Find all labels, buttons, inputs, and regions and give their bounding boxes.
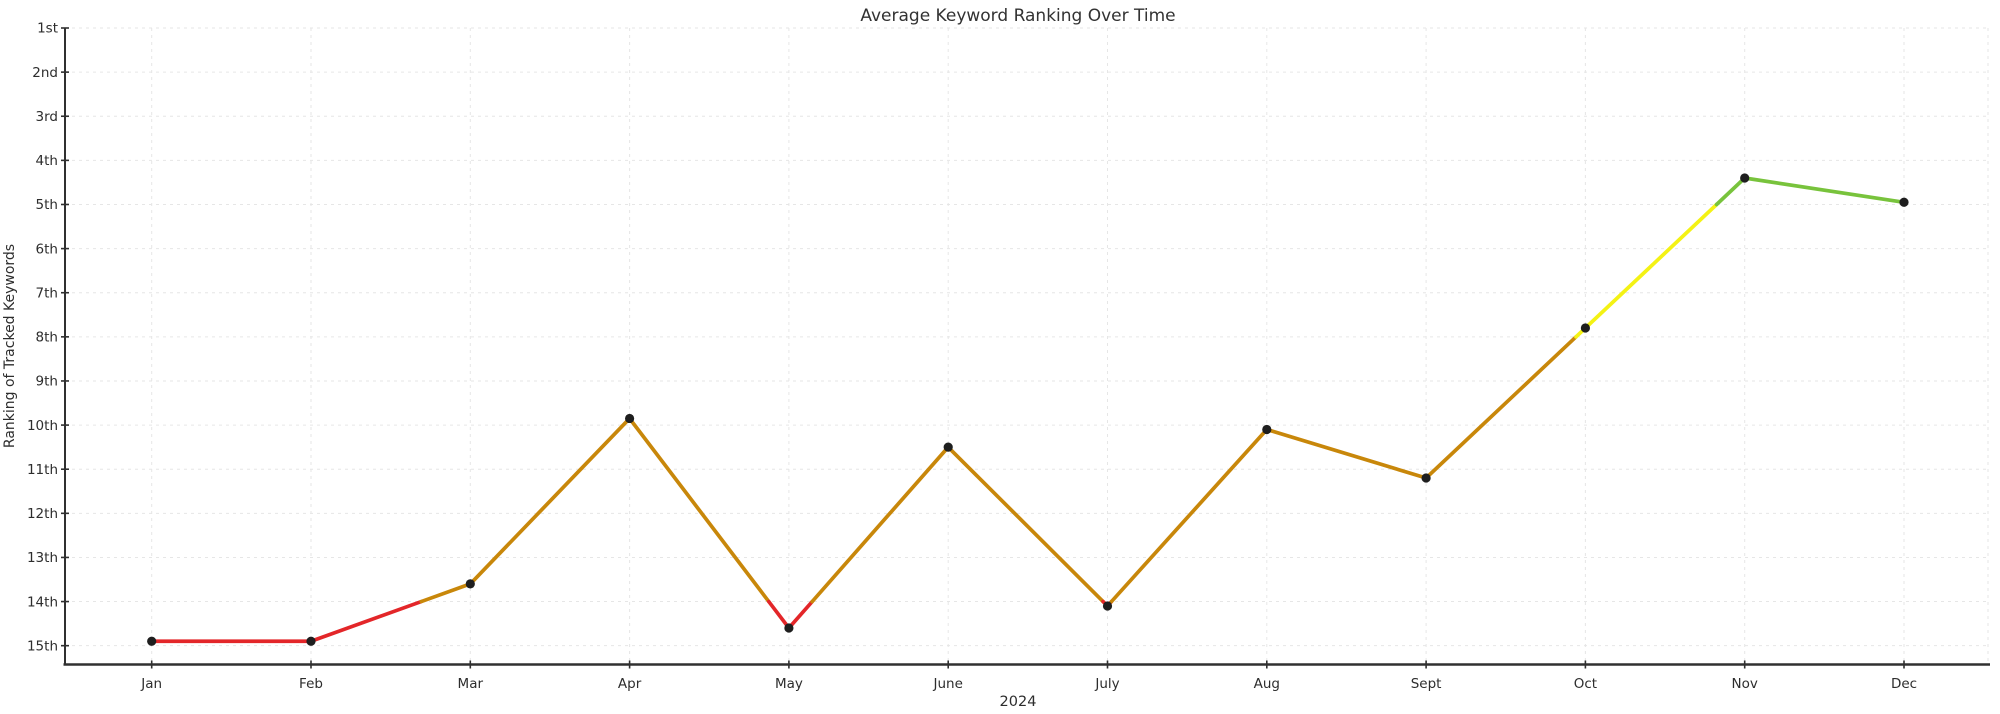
data-point <box>1580 323 1590 333</box>
x-tick-label: Nov <box>1732 676 1758 692</box>
x-tick-label: Apr <box>618 676 642 692</box>
y-tick-label: 8th <box>36 330 58 346</box>
x-tick-label: Oct <box>1574 676 1597 692</box>
chart-title: Average Keyword Ranking Over Time <box>860 6 1175 26</box>
x-tick-label: Jan <box>140 676 162 692</box>
y-tick-label: 2nd <box>32 65 58 81</box>
x-tick-label: May <box>775 676 803 692</box>
line-segment <box>1714 176 1747 207</box>
x-tick-label: Feb <box>299 676 323 692</box>
line-segment <box>468 416 632 586</box>
data-point <box>625 413 635 424</box>
y-tick-label: 13th <box>27 550 58 566</box>
data-point <box>306 636 316 646</box>
x-tick-label: Aug <box>1254 676 1280 692</box>
data-point <box>1102 601 1113 611</box>
line-segment <box>787 599 815 630</box>
data-point <box>1262 424 1272 435</box>
data-point <box>1899 197 1909 207</box>
y-tick-label: 11th <box>27 462 58 478</box>
line-segment <box>1424 334 1578 480</box>
x-tick-label: June <box>932 676 962 692</box>
y-tick-label: 15th <box>27 638 58 654</box>
data-point <box>147 636 157 646</box>
line-segment <box>419 582 473 604</box>
y-tick-label: 3rd <box>36 109 58 125</box>
line-segment <box>766 599 791 630</box>
y-tick-label: 9th <box>36 374 58 390</box>
y-tick-label: 10th <box>27 418 58 434</box>
y-tick-label: 12th <box>27 506 58 522</box>
line-segment <box>1742 176 1906 205</box>
line-segment <box>946 445 1105 604</box>
y-tick-label: 14th <box>27 594 58 610</box>
y-tick-label: 4th <box>36 153 58 169</box>
line-segment <box>1264 427 1428 480</box>
line-segment <box>1109 427 1269 604</box>
data-point <box>1740 173 1750 183</box>
y-tick-label: 1st <box>37 21 58 37</box>
line-segment <box>1583 202 1719 330</box>
data-point <box>1421 473 1431 483</box>
data-point <box>465 579 475 589</box>
data-point <box>784 623 794 633</box>
x-axis-label: 2024 <box>1000 694 1037 710</box>
x-tick-label: Dec <box>1891 676 1917 692</box>
x-tick-label: Mar <box>458 676 484 692</box>
line-segment <box>627 416 771 604</box>
y-axis-label: Ranking of Tracked Keywords <box>2 244 18 448</box>
line-segment <box>309 599 424 644</box>
chart-plot-area: 1st 2nd 3rd 4th 5th 6th 7th 8th 9th 10th 11th 12th 1… <box>27 21 1990 692</box>
y-tick-label: 5th <box>36 197 58 213</box>
y-tick-label: 7th <box>36 285 58 301</box>
line-segment <box>810 445 951 604</box>
x-tick-label: Sept <box>1411 676 1442 692</box>
x-tick-label: July <box>1094 676 1119 692</box>
data-point <box>943 442 953 452</box>
y-tick-label: 6th <box>36 241 58 257</box>
